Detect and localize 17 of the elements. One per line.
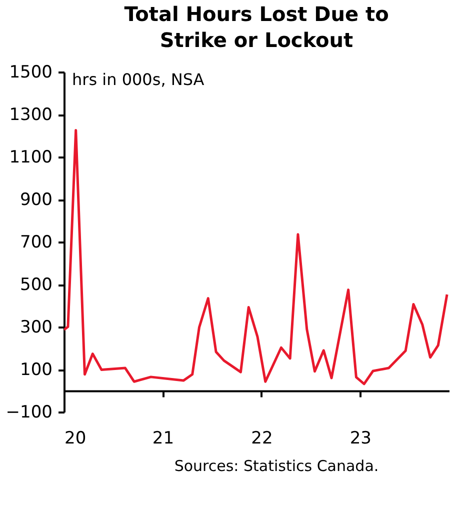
x-tick-label: 22: [251, 428, 273, 448]
x-tick-label: 20: [64, 428, 86, 448]
y-tick-label: 1500: [9, 62, 52, 82]
y-tick-label: 700: [20, 232, 52, 252]
y-tick-label: −100: [6, 402, 52, 422]
y-tick-label: 1100: [9, 148, 52, 168]
x-tick-label: 23: [350, 428, 372, 448]
y-tick-label: 500: [20, 275, 52, 295]
y-tick-label: 300: [20, 318, 52, 338]
y-tick-label: 100: [20, 360, 52, 380]
line-series: [64, 128, 448, 386]
chart-title: Total Hours Lost Due to Strike or Lockout: [124, 2, 389, 52]
x-tick-label: 21: [152, 428, 174, 448]
y-axis-title: hrs in 000s, NSA: [72, 70, 204, 89]
source-note: Sources: Statistics Canada.: [174, 457, 379, 475]
y-tick-label: 900: [20, 190, 52, 210]
y-tick-label: 1300: [9, 105, 52, 125]
